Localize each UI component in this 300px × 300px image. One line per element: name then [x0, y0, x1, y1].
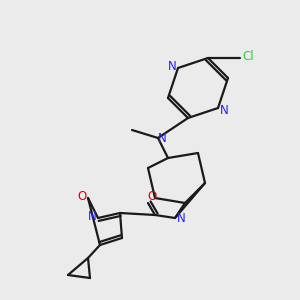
Text: N: N	[158, 131, 166, 145]
Text: O: O	[147, 190, 157, 203]
Text: O: O	[77, 190, 87, 202]
Text: N: N	[88, 209, 96, 223]
Text: Cl: Cl	[242, 50, 254, 62]
Text: N: N	[168, 59, 176, 73]
Text: N: N	[177, 212, 185, 224]
Text: N: N	[220, 103, 228, 116]
